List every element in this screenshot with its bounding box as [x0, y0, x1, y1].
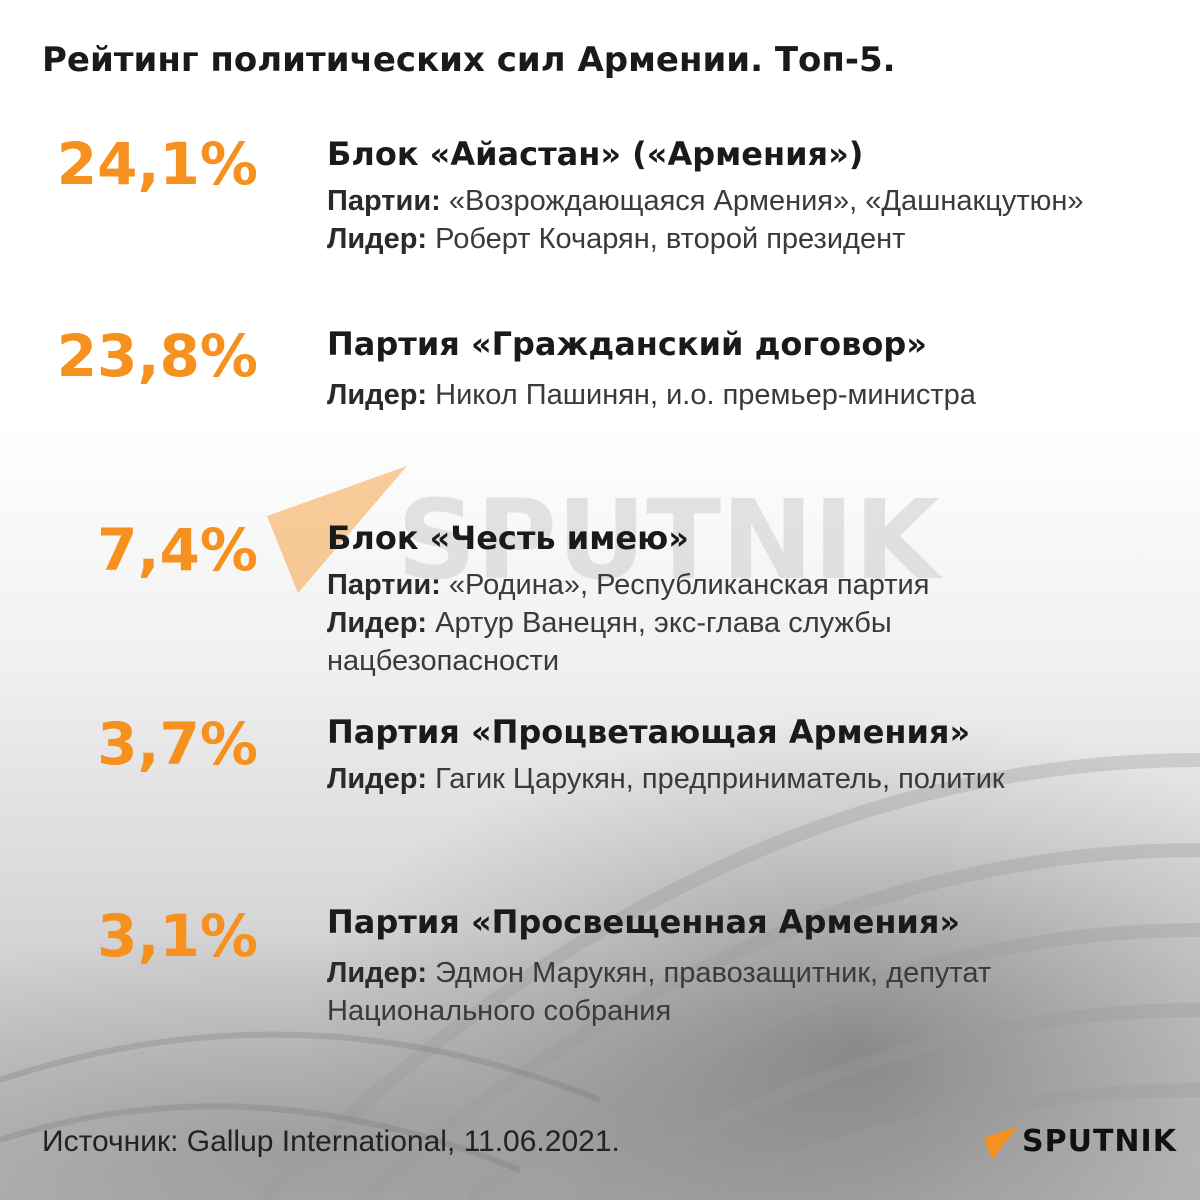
leader-label: Лидер:: [327, 763, 428, 795]
party-name: Блок «Честь имею»: [327, 519, 689, 557]
parties-text: «Возрождающаяся Армения», «Дашнакцутюн»: [448, 185, 1084, 217]
watermark-text: SPUTNIK: [397, 476, 942, 604]
parties-label: Партии:: [327, 569, 441, 601]
leader-label: Лидер:: [327, 223, 428, 255]
percent-value: 7,4%: [97, 516, 258, 584]
parties-label: Партии:: [327, 185, 441, 217]
party-info: Партия «Просвещенная Армения» Лидер: Эдм…: [327, 900, 1187, 1030]
party-info: Блок «Айастан» («Армения») Партии: «Возр…: [327, 132, 1187, 258]
party-name: Блок «Айастан» («Армения»): [327, 135, 864, 173]
parties-text: «Родина», Республиканская партия: [448, 569, 930, 601]
percent-value: 3,1%: [97, 902, 258, 970]
brand-text: SPUTNIK: [1022, 1124, 1177, 1159]
sputnik-watermark: SPUTNIK: [267, 466, 942, 604]
party-info: Партия «Процветающая Армения» Лидер: Гаг…: [327, 710, 1187, 798]
party-info: Блок «Честь имею» Партии: «Родина», Респ…: [327, 516, 1187, 680]
leader-text: Никол Пашинян, и.о. премьер-министра: [435, 379, 976, 411]
party-name: Партия «Гражданский договор»: [327, 325, 927, 363]
leader-line: Лидер: Никол Пашинян, и.о. премьер-минис…: [327, 376, 1187, 414]
leader-text: Гагик Царукян, предприниматель, политик: [435, 763, 1005, 795]
percent-value: 3,7%: [97, 710, 258, 778]
source-note: Источник: Gallup International, 11.06.20…: [42, 1125, 620, 1158]
leader-line: Лидер: Артур Ванецян, экс-глава службы н…: [327, 604, 967, 680]
party-info: Партия «Гражданский договор» Лидер: Нико…: [327, 322, 1187, 414]
party-name: Партия «Процветающая Армения»: [327, 713, 971, 751]
leader-label: Лидер:: [327, 607, 428, 639]
percent-value: 24,1%: [56, 130, 258, 198]
leader-line: Лидер: Роберт Кочарян, второй президент: [327, 220, 1187, 258]
leader-text: Роберт Кочарян, второй президент: [435, 223, 906, 255]
leader-line: Лидер: Гагик Царукян, предприниматель, п…: [327, 760, 1187, 798]
leader-text: Артур Ванецян, экс-глава службы нацбезоп…: [327, 607, 892, 677]
parties-line: Партии: «Возрождающаяся Армения», «Дашна…: [327, 182, 1187, 220]
leader-label: Лидер:: [327, 379, 428, 411]
percent-value: 23,8%: [56, 322, 258, 390]
sputnik-arrow-icon: [267, 466, 407, 593]
chart-title: Рейтинг политических сил Армении. Топ-5.: [42, 40, 896, 80]
party-name: Партия «Просвещенная Армения»: [327, 903, 961, 941]
leader-line: Лидер: Эдмон Марукян, правозащитник, деп…: [327, 954, 1127, 1030]
sputnik-logo: SPUTNIK: [982, 1120, 1182, 1164]
leader-label: Лидер:: [327, 957, 428, 989]
parties-line: Партии: «Родина», Республиканская партия: [327, 566, 1187, 604]
leader-text: Эдмон Марукян, правозащитник, депутат На…: [327, 957, 992, 1027]
sputnik-arrow-icon: [984, 1126, 1018, 1160]
